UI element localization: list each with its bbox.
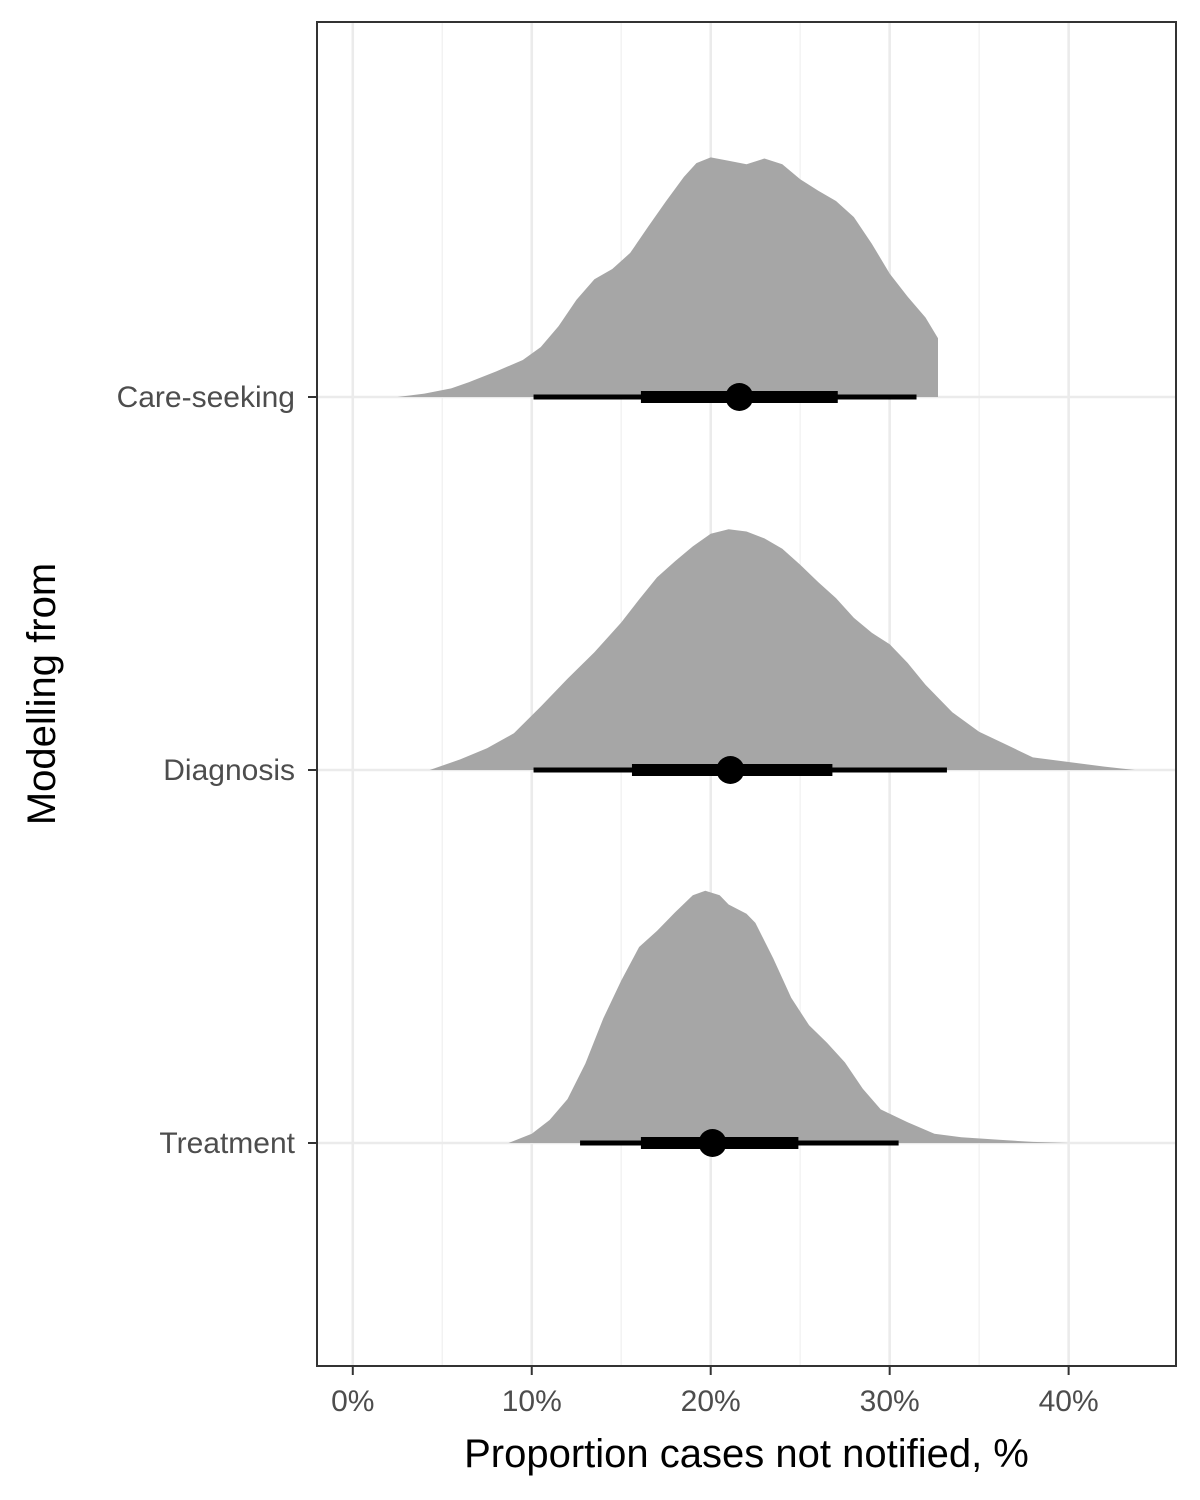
point-estimate [716,756,745,784]
x-axis: 0% 10% 20% 30% 40% [331,1366,1099,1418]
point-estimate [698,1129,727,1157]
y-tick-label: Treatment [159,1127,295,1160]
x-tick-label: 0% [331,1385,374,1418]
density-layer [397,157,1135,1143]
y-tick-label: Diagnosis [163,754,295,787]
x-tick-label: 10% [502,1385,562,1418]
x-axis-title: Proportion cases not notified, % [464,1432,1029,1476]
interval-layer [533,383,947,1157]
density-slab [508,890,1069,1143]
plot-panel [316,21,1177,1367]
panel-border [316,21,1177,1367]
x-tick-label: 30% [860,1385,920,1418]
y-tick-label: Care-seeking [117,381,295,414]
density-slab [429,529,1135,770]
point-estimate [725,383,754,411]
y-axis-title: Modelling from [20,563,64,825]
density-slab [397,157,938,397]
x-tick-label: 20% [681,1385,741,1418]
x-tick-label: 40% [1039,1385,1099,1418]
y-axis: Care-seeking Diagnosis Treatment [117,381,317,1160]
